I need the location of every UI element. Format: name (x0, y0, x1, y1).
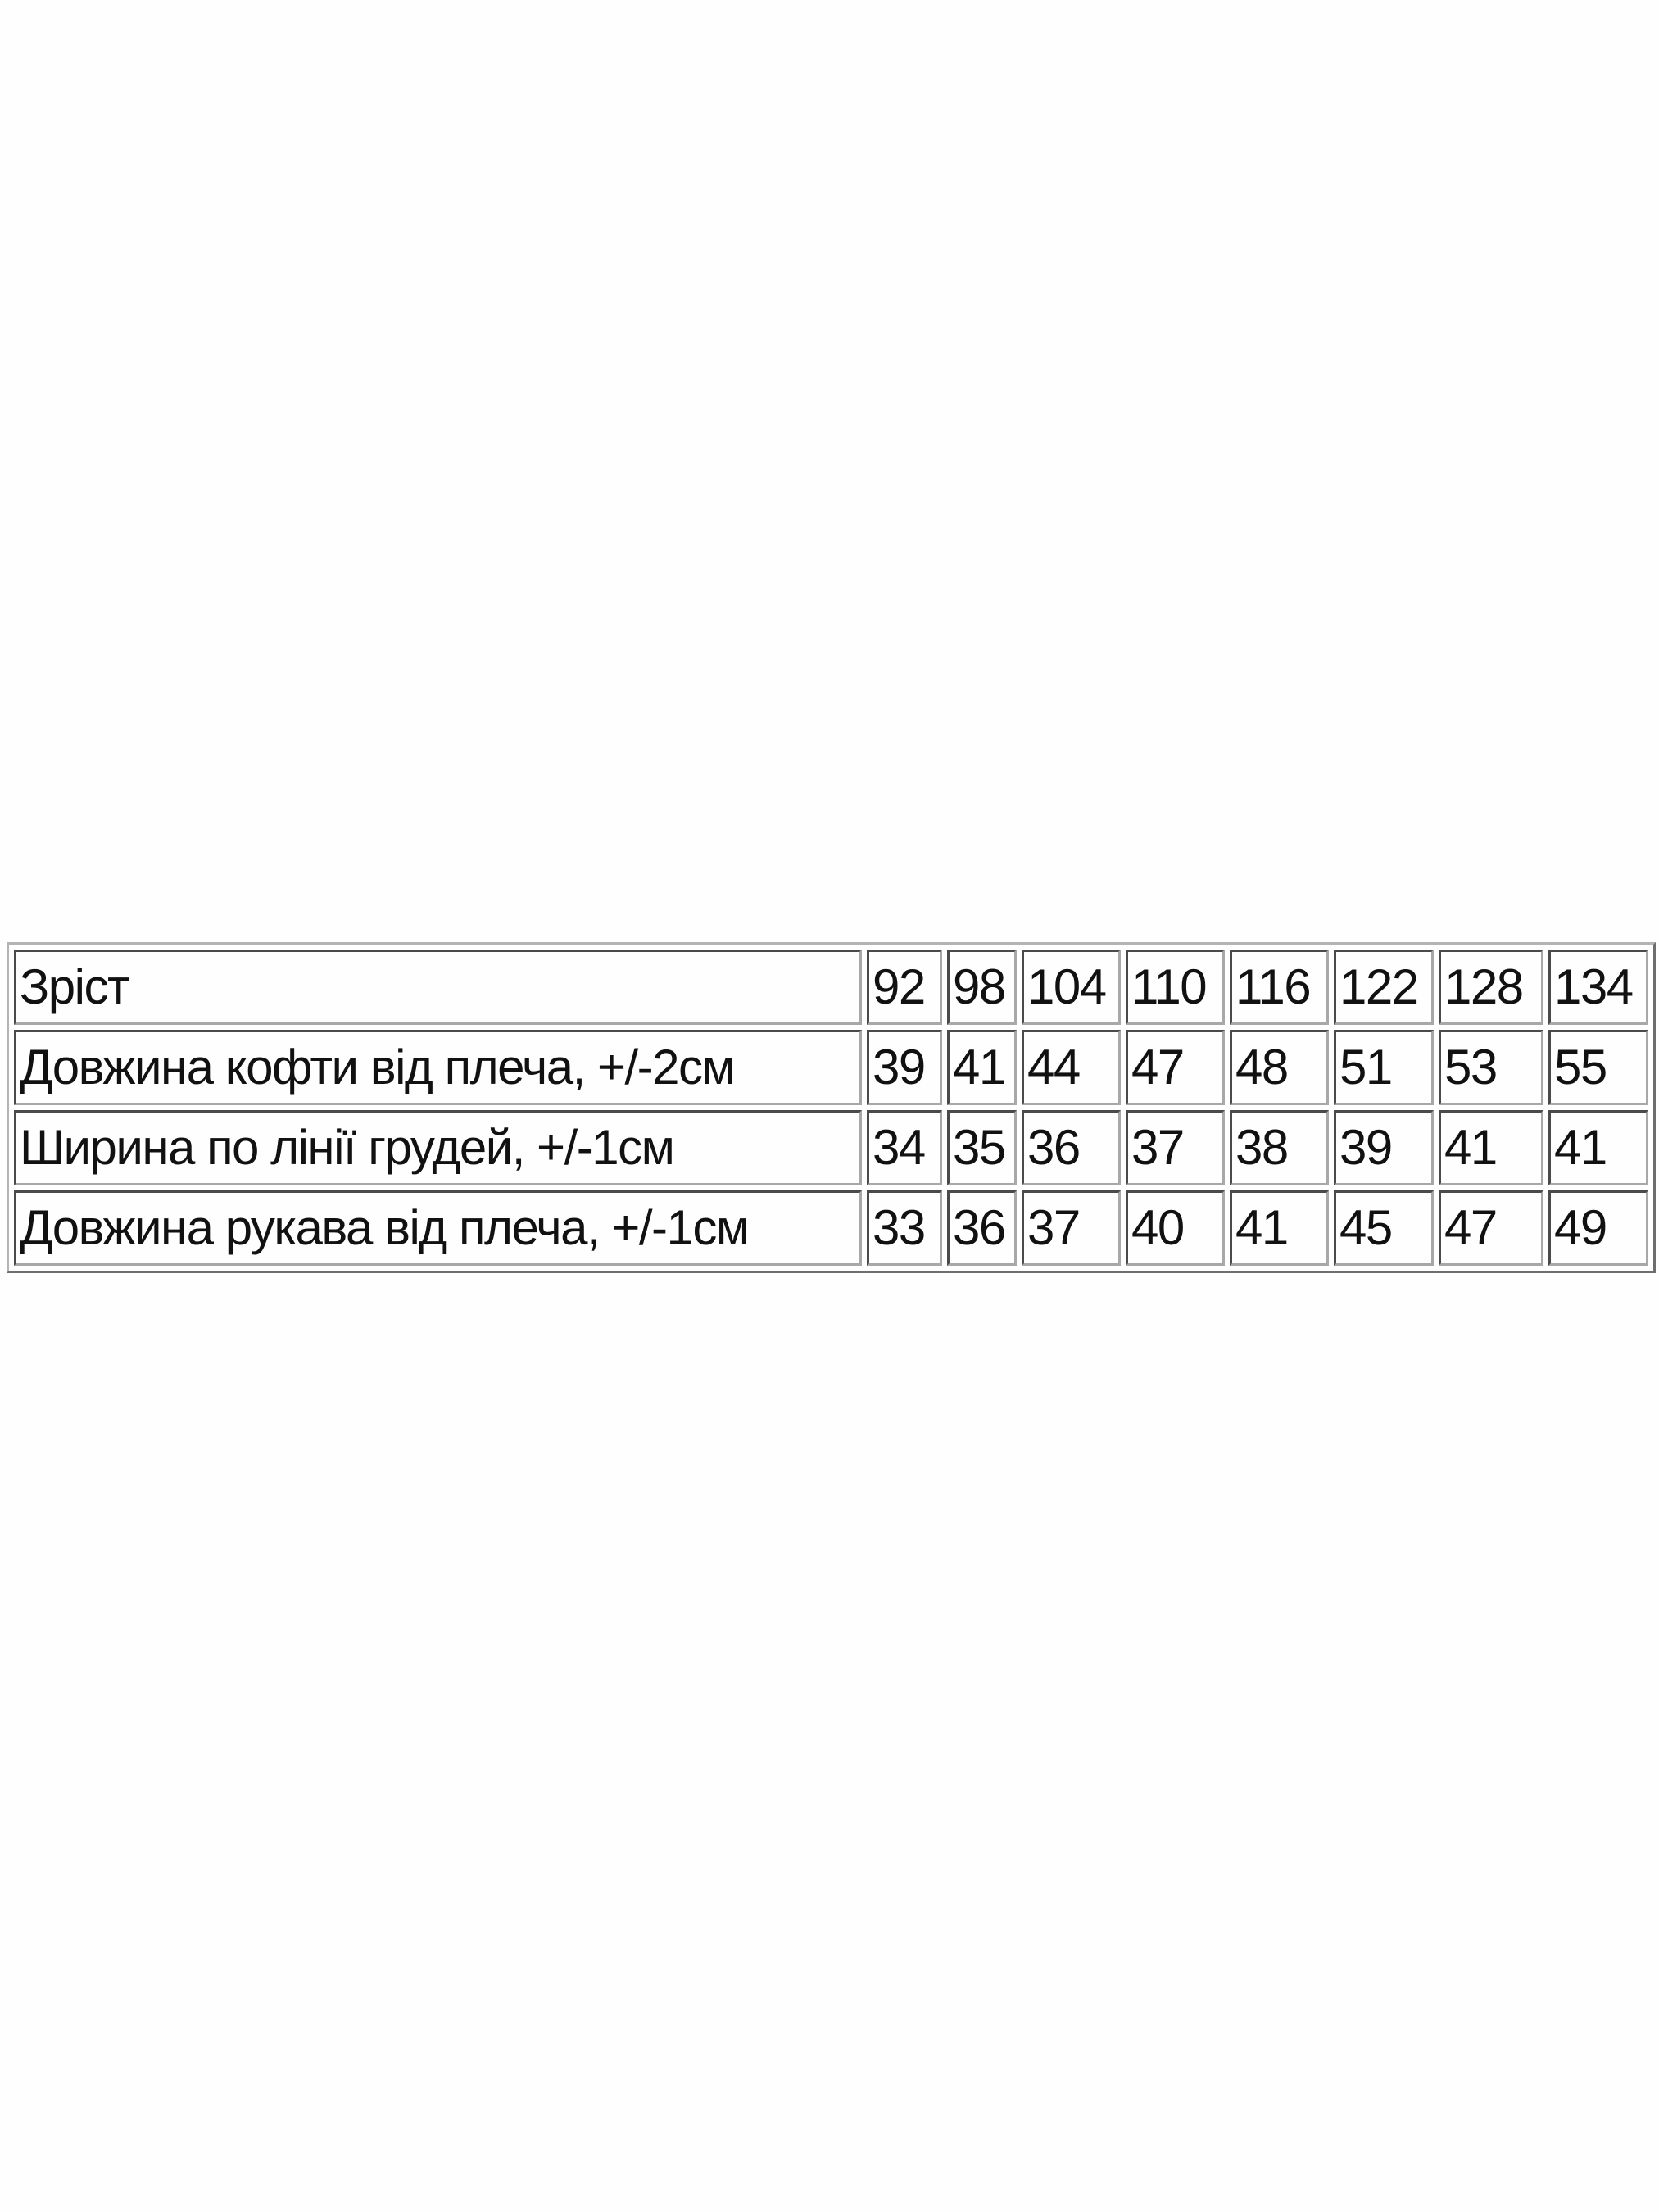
measurement-cell: 41 (947, 1030, 1017, 1105)
measurement-cell: 49 (1548, 1190, 1648, 1266)
measurement-cell: 33 (867, 1190, 942, 1266)
measurement-cell: 38 (1230, 1110, 1329, 1185)
measurement-cell: 47 (1439, 1190, 1543, 1266)
measurement-cell: 34 (867, 1110, 942, 1185)
measurement-cell: 41 (1230, 1190, 1329, 1266)
table-row: Довжина кофти від плеча, +/-2см 39 41 44 47 4… (14, 1030, 1648, 1105)
measurement-cell: 40 (1126, 1190, 1225, 1266)
table-row: Довжина рукава від плеча, +/-1см 33 36 37 40… (14, 1190, 1648, 1266)
measurement-cell: 45 (1334, 1190, 1434, 1266)
measurement-cell: 53 (1439, 1030, 1543, 1105)
size-header-cell: 110 (1126, 950, 1225, 1025)
row-label: Зріст (14, 950, 862, 1025)
size-header-cell: 92 (867, 950, 942, 1025)
measurement-cell: 35 (947, 1110, 1017, 1185)
header-row-height: Зріст 92 98 104 110 116 122 128 134 (14, 950, 1648, 1025)
measurement-cell: 41 (1439, 1110, 1543, 1185)
measurement-cell: 41 (1548, 1110, 1648, 1185)
size-header-cell: 122 (1334, 950, 1434, 1025)
measurement-cell: 39 (1334, 1110, 1434, 1185)
size-header-cell: 104 (1022, 950, 1121, 1025)
measurement-cell: 36 (1022, 1110, 1121, 1185)
measurement-cell: 55 (1548, 1030, 1648, 1105)
size-header-cell: 128 (1439, 950, 1543, 1025)
size-header-cell: 98 (947, 950, 1017, 1025)
row-label: Довжина кофти від плеча, +/-2см (14, 1030, 862, 1105)
measurement-cell: 51 (1334, 1030, 1434, 1105)
measurement-cell: 48 (1230, 1030, 1329, 1105)
size-chart-table: Зріст 92 98 104 110 116 122 128 134 Довжина кофти… (7, 942, 1656, 1273)
row-label: Довжина рукава від плеча, +/-1см (14, 1190, 862, 1266)
measurement-cell: 47 (1126, 1030, 1225, 1105)
measurement-cell: 44 (1022, 1030, 1121, 1105)
row-label: Ширина по лінії грудей, +/-1см (14, 1110, 862, 1185)
size-header-cell: 116 (1230, 950, 1329, 1025)
size-header-cell: 134 (1548, 950, 1648, 1025)
measurement-cell: 36 (947, 1190, 1017, 1266)
measurement-cell: 39 (867, 1030, 942, 1105)
measurement-cell: 37 (1022, 1190, 1121, 1266)
table-row: Ширина по лінії грудей, +/-1см 34 35 36 37 38… (14, 1110, 1648, 1185)
measurement-cell: 37 (1126, 1110, 1225, 1185)
